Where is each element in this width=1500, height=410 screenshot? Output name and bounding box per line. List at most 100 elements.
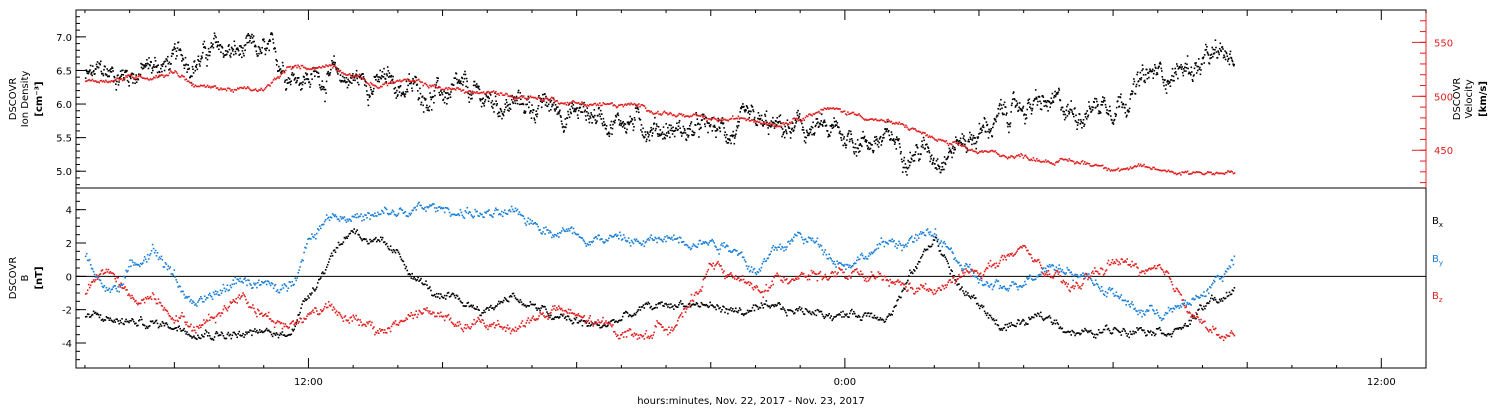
ion-density-point bbox=[321, 85, 323, 88]
by-point bbox=[181, 290, 183, 293]
ion-density-point bbox=[368, 94, 370, 96]
by-point bbox=[319, 225, 321, 227]
velocity-point bbox=[686, 115, 688, 117]
ion-density-point bbox=[795, 120, 798, 123]
ion-density-point bbox=[621, 126, 624, 128]
bx-point bbox=[554, 316, 556, 319]
ion-density-point bbox=[783, 136, 786, 139]
ion-density-point bbox=[153, 64, 155, 66]
ion-density-point bbox=[429, 96, 432, 98]
by-point bbox=[435, 210, 437, 213]
velocity-point bbox=[843, 110, 846, 112]
velocity-point bbox=[1005, 156, 1008, 159]
bx-point bbox=[1039, 311, 1042, 314]
bx-point bbox=[151, 320, 154, 322]
by-point bbox=[398, 208, 401, 210]
bx-point bbox=[546, 311, 548, 313]
ion-density-point bbox=[981, 129, 983, 132]
velocity-point bbox=[812, 113, 815, 115]
velocity-point bbox=[137, 75, 140, 78]
by-point bbox=[285, 285, 288, 288]
ion-density-point bbox=[1199, 66, 1201, 69]
velocity-point bbox=[1108, 168, 1111, 171]
velocity-point bbox=[751, 119, 753, 121]
by-point bbox=[148, 254, 151, 257]
bx-point bbox=[827, 314, 829, 317]
ion-density-point bbox=[270, 33, 272, 35]
velocity-point bbox=[650, 110, 652, 113]
ion-density-point bbox=[617, 114, 620, 117]
bx-point bbox=[156, 322, 159, 325]
ion-density-point bbox=[1070, 109, 1073, 111]
velocity-point bbox=[1195, 171, 1198, 173]
bx-point bbox=[602, 324, 604, 327]
velocity-point bbox=[276, 77, 278, 79]
bx-point bbox=[336, 247, 339, 249]
by-point bbox=[294, 277, 296, 279]
bx-point bbox=[976, 302, 979, 305]
ion-density-point bbox=[245, 35, 248, 37]
ion-density-point bbox=[1112, 121, 1114, 124]
bx-point bbox=[945, 258, 948, 260]
ion-density-point bbox=[599, 115, 601, 118]
ion-density-point bbox=[950, 152, 953, 154]
bx-point bbox=[1078, 332, 1080, 334]
ion-density-point bbox=[493, 111, 495, 113]
ion-density-point bbox=[309, 86, 311, 88]
bx-point bbox=[772, 304, 774, 306]
by-point bbox=[301, 259, 303, 261]
ion-density-point bbox=[961, 133, 964, 135]
bx-point bbox=[1187, 325, 1189, 327]
bx-point bbox=[669, 306, 671, 309]
velocity-point bbox=[657, 110, 659, 113]
velocity-point bbox=[907, 128, 910, 130]
bx-point bbox=[518, 301, 521, 304]
by-point bbox=[149, 252, 152, 255]
bx-point bbox=[94, 311, 97, 314]
velocity-point bbox=[323, 66, 325, 68]
ion-density-point bbox=[947, 156, 949, 159]
velocity-point bbox=[613, 104, 616, 106]
ion-density-point bbox=[1070, 100, 1072, 102]
velocity-point bbox=[599, 102, 601, 104]
bx-point bbox=[128, 321, 130, 324]
bx-point bbox=[1083, 330, 1085, 332]
ion-density-point bbox=[1002, 113, 1004, 116]
by-point bbox=[370, 214, 372, 216]
velocity-point bbox=[223, 88, 226, 90]
velocity-point bbox=[421, 81, 423, 83]
ion-density-point bbox=[266, 47, 268, 50]
velocity-point bbox=[641, 104, 644, 106]
ion-density-point bbox=[1184, 66, 1186, 68]
bx-point bbox=[1102, 328, 1105, 331]
velocity-point bbox=[349, 74, 352, 76]
ion-density-point bbox=[436, 80, 439, 82]
velocity-point bbox=[418, 78, 420, 81]
ion-density-point bbox=[805, 129, 808, 132]
bx-point bbox=[371, 239, 373, 242]
velocity-point bbox=[271, 81, 274, 84]
ion-density-point bbox=[252, 35, 255, 37]
bx-point bbox=[693, 304, 696, 306]
bx-point bbox=[655, 303, 657, 306]
ion-density-point bbox=[183, 64, 185, 66]
bx-point bbox=[939, 249, 942, 252]
ion-density-point bbox=[815, 118, 818, 120]
by-point bbox=[142, 262, 144, 264]
ion-density-point bbox=[665, 132, 668, 134]
bx-point bbox=[146, 327, 149, 329]
ion-density-point bbox=[363, 84, 366, 86]
bx-point bbox=[149, 320, 152, 323]
bx-point bbox=[1097, 329, 1100, 331]
velocity-point bbox=[373, 84, 375, 87]
ion-density-point bbox=[631, 118, 634, 121]
velocity-point bbox=[797, 119, 800, 122]
ion-density-point bbox=[1039, 100, 1041, 103]
ion-density-point bbox=[491, 100, 494, 102]
ion-density-point bbox=[595, 121, 598, 124]
by-point bbox=[544, 233, 546, 235]
bx-point bbox=[461, 302, 464, 304]
ion-density-point bbox=[539, 100, 542, 103]
ion-density-point bbox=[555, 108, 557, 110]
bx-point bbox=[168, 327, 171, 329]
